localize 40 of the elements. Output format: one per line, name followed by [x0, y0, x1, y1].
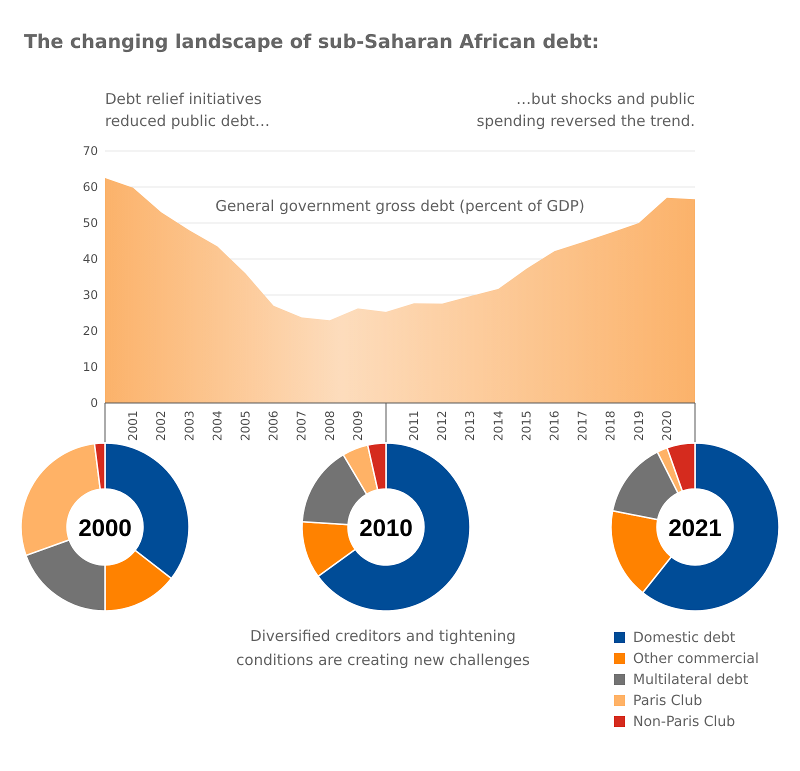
text: 2021 [668, 515, 722, 542]
y-tick-label: 10 [82, 360, 98, 374]
x-tick-label: 2018 [604, 410, 618, 441]
y-tick-label: 30 [82, 288, 98, 302]
x-tick-label: 2011 [407, 410, 422, 441]
x-tick-label: 2006 [266, 410, 281, 441]
text: 2010 [359, 515, 413, 542]
y-tick-label: 60 [82, 180, 98, 194]
x-tick-label: 2004 [210, 410, 224, 441]
x-tick-label: 2012 [435, 410, 450, 441]
y-tick-label: 40 [82, 252, 98, 266]
y-tick-label: 50 [82, 216, 98, 230]
x-tick-label: 2003 [182, 410, 196, 441]
legend-label: Paris Club [633, 693, 702, 709]
x-tick-label: 2013 [463, 410, 478, 441]
x-tick-label: 2019 [632, 410, 646, 441]
text: …but shocks and public spending reversed the trend. [476, 90, 695, 130]
y-tick-label: 70 [82, 144, 98, 158]
x-tick-label: 2001 [126, 410, 140, 441]
text: Debt relief initiatives reduced public debt… [105, 90, 270, 130]
x-tick-label: 2008 [322, 410, 337, 441]
y-tick-label: 20 [82, 324, 98, 338]
x-tick-label: 2009 [350, 410, 365, 441]
legend-label: Other commercial [633, 651, 759, 667]
chart-title: The changing landscape of sub-Saharan African debt: [24, 31, 600, 53]
text: 2000 [78, 515, 132, 542]
annotation: General government gross debt (percent of GDP) [215, 197, 585, 215]
x-tick-label: 2016 [548, 410, 562, 441]
x-tick-label: 2020 [660, 410, 674, 441]
legend-label: Domestic debt [633, 630, 736, 646]
y-tick-label: 0 [90, 396, 98, 410]
x-tick-label: 2014 [491, 410, 506, 441]
x-tick-label: 2007 [294, 410, 309, 441]
text: Diversified creditors and tightening conditions are creating new challenges [236, 627, 530, 669]
legend-label: Non-Paris Club [633, 714, 736, 730]
legend-label: Multilateral debt [633, 672, 749, 688]
x-tick-label: 2002 [154, 410, 168, 441]
x-tick-label: 2015 [519, 410, 534, 441]
x-tick-label: 2005 [238, 410, 252, 441]
x-tick-label: 2017 [576, 410, 590, 441]
